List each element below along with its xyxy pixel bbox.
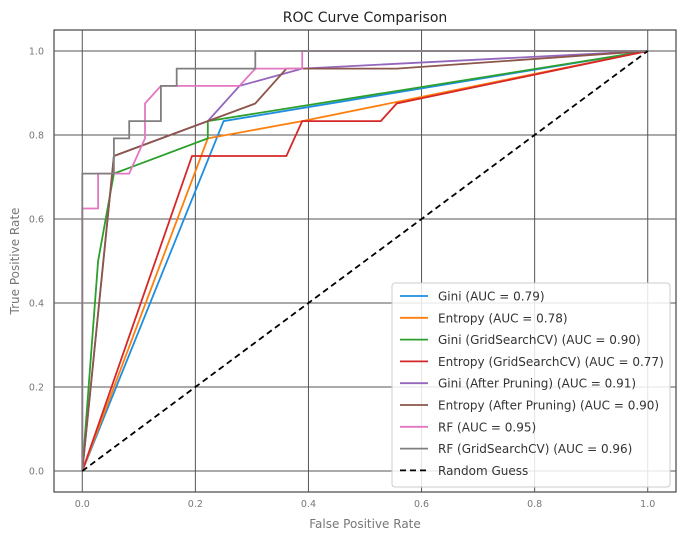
legend: Gini (AUC = 0.79) Entropy (AUC = 0.78) Gin…: [391, 282, 671, 488]
legend-label-1: Entropy (AUC = 0.78): [438, 311, 568, 325]
legend-label-8: Random Guess: [438, 464, 528, 478]
series-line-3: [81, 50, 648, 472]
y-tick-label: 0.6: [29, 215, 44, 226]
x-tick-label: 1.0: [640, 499, 655, 510]
series-line-2: [81, 50, 648, 472]
legend-label-3: Entropy (GridSearchCV) (AUC = 0.77): [438, 355, 664, 369]
x-tick-label: 0.8: [527, 499, 542, 510]
tick-labels: 0.0 0.2 0.4 0.6 0.8 1.0 0.0 0.2 0.4 0.6 0.8 1.0: [29, 47, 655, 511]
series-line-1: [81, 50, 648, 472]
x-tick-label: 0.6: [414, 499, 429, 510]
legend-label-2: Gini (GridSearchCV) (AUC = 0.90): [438, 333, 641, 347]
legend-label-4: Gini (After Pruning) (AUC = 0.91): [438, 377, 636, 391]
legend-label-6: RF (AUC = 0.95): [438, 420, 536, 434]
x-tick-label: 0.4: [301, 499, 316, 510]
series-line-8: [81, 50, 649, 472]
legend-label-5: Entropy (After Pruning) (AUC = 0.90): [438, 399, 659, 413]
y-tick-label: 0.4: [29, 299, 44, 310]
y-axis-label: True Positive Rate: [8, 208, 22, 316]
chart-title: ROC Curve Comparison: [283, 10, 448, 26]
y-tick-label: 0.2: [29, 383, 44, 394]
series-lines: [81, 50, 649, 472]
legend-box: [391, 282, 671, 488]
y-tick-label: 0.0: [29, 467, 44, 478]
series-line-7: [81, 50, 648, 471]
y-tick-label: 1.0: [29, 47, 44, 58]
y-tick-label: 0.8: [29, 131, 44, 142]
legend-label-0: Gini (AUC = 0.79): [438, 290, 545, 304]
x-tick-label: 0.2: [188, 499, 203, 510]
legend-label-7: RF (GridSearchCV) (AUC = 0.96): [438, 442, 632, 456]
series-line-6: [81, 50, 648, 471]
x-tick-label: 0.0: [75, 499, 90, 510]
x-axis-label: False Positive Rate: [309, 517, 421, 531]
